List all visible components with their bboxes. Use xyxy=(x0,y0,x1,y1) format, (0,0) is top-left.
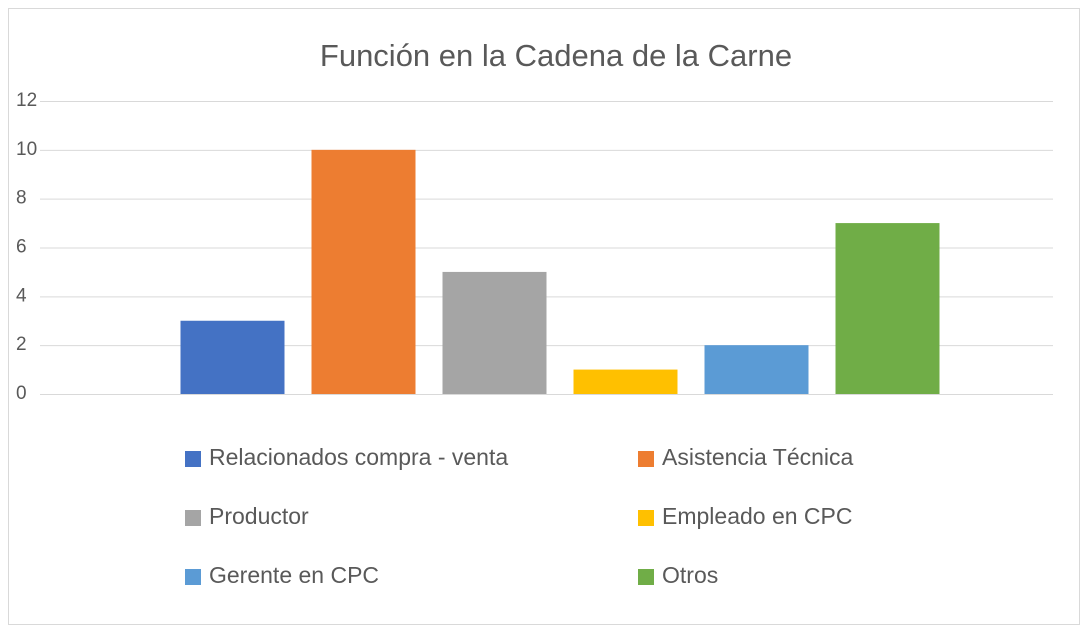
legend-swatch xyxy=(638,569,654,585)
bar xyxy=(835,223,940,394)
bar xyxy=(573,369,678,394)
y-tick-label: 2 xyxy=(16,334,27,355)
legend-swatch xyxy=(638,451,654,467)
legend-swatch xyxy=(638,510,654,526)
legend-swatch xyxy=(185,569,201,585)
y-tick-label: 0 xyxy=(16,383,27,404)
y-tick-label: 12 xyxy=(16,90,37,111)
bar xyxy=(180,320,285,394)
y-tick-label: 6 xyxy=(16,237,27,258)
legend-label: Productor xyxy=(209,503,309,529)
legend-label: Otros xyxy=(662,562,718,588)
chart-title: Función en la Cadena de la Carne xyxy=(320,38,792,73)
y-tick-label: 10 xyxy=(16,139,37,160)
legend-label: Gerente en CPC xyxy=(209,562,379,588)
legend-label: Asistencia Técnica xyxy=(662,444,854,470)
bar xyxy=(311,149,416,394)
y-tick-label: 4 xyxy=(16,285,27,306)
legend-swatch xyxy=(185,510,201,526)
y-tick-label: 8 xyxy=(16,188,27,209)
legend-label: Relacionados compra - venta xyxy=(209,444,508,470)
bar xyxy=(442,271,547,394)
bar xyxy=(704,345,809,394)
legend-label: Empleado en CPC xyxy=(662,503,853,529)
legend-swatch xyxy=(185,451,201,467)
